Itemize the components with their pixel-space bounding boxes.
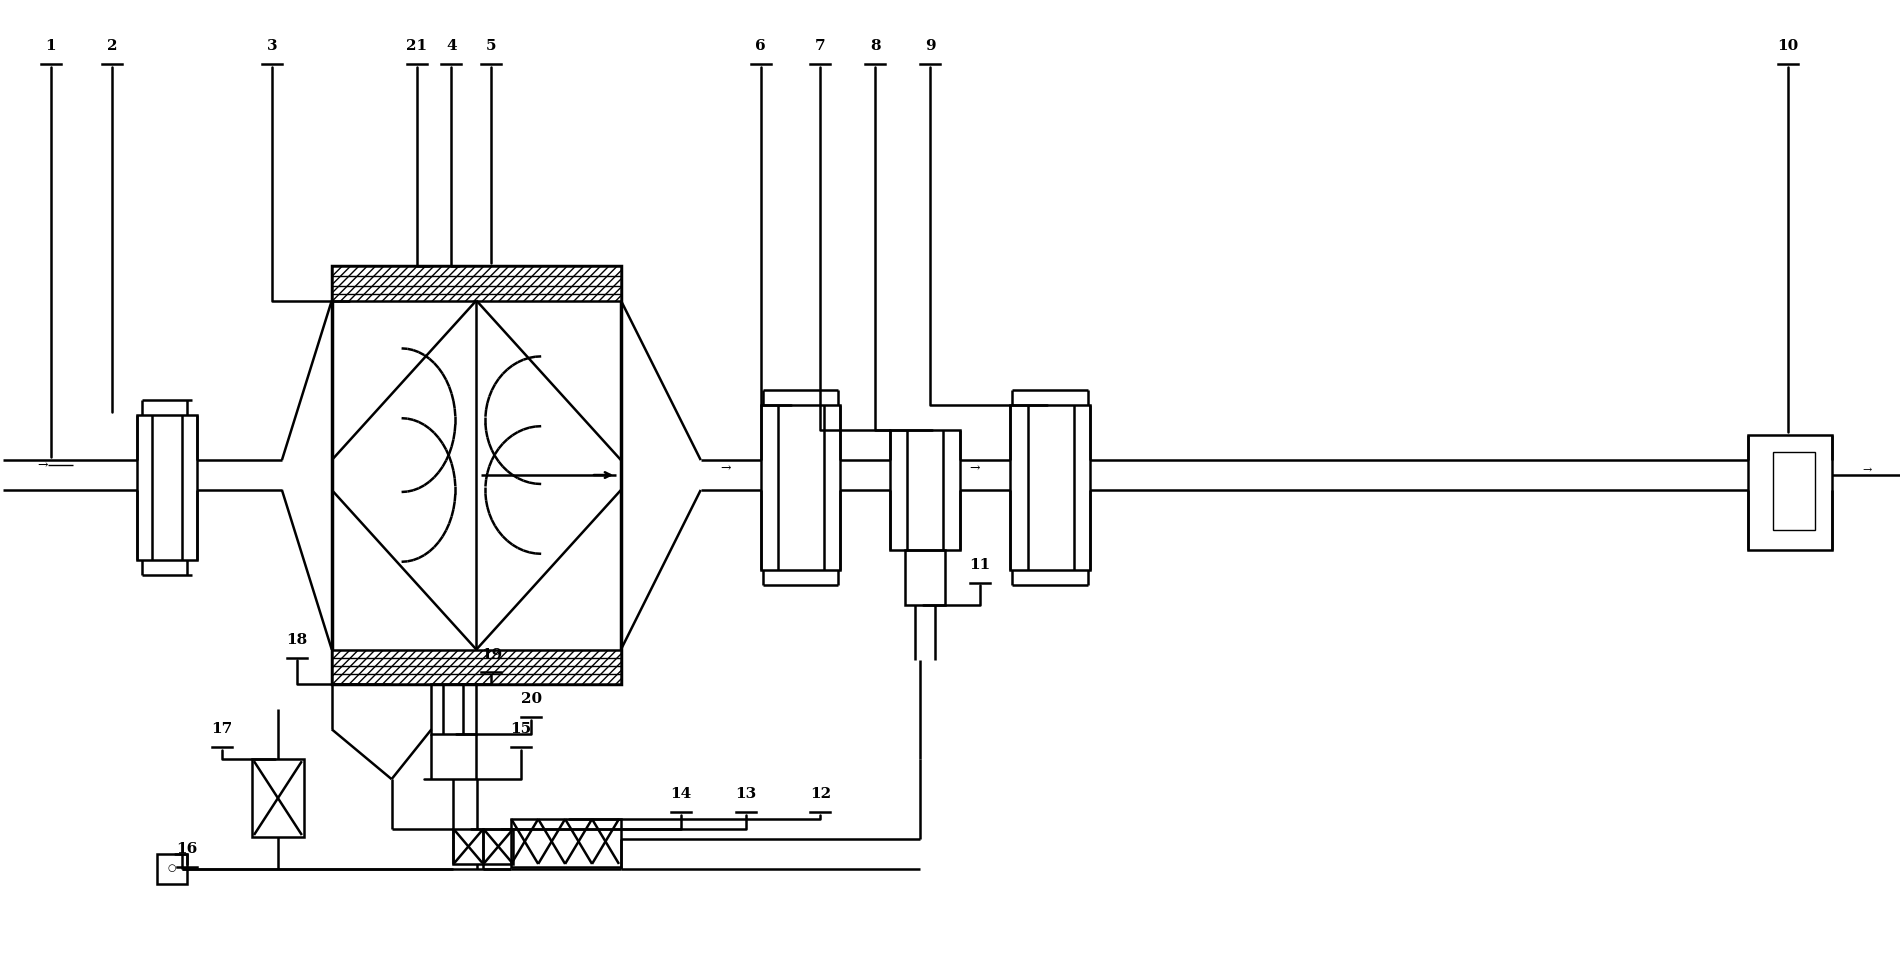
Text: →: → <box>38 459 48 471</box>
Text: 11: 11 <box>969 558 991 572</box>
Text: 9: 9 <box>925 39 936 53</box>
Text: 17: 17 <box>211 722 232 737</box>
Bar <box>251 759 304 837</box>
Text: 4: 4 <box>445 39 457 53</box>
Text: ○: ○ <box>167 864 177 874</box>
Text: 5: 5 <box>485 39 497 53</box>
Text: 20: 20 <box>521 692 542 707</box>
Text: 10: 10 <box>1777 39 1798 53</box>
Bar <box>891 431 959 550</box>
Bar <box>331 265 620 684</box>
Text: 7: 7 <box>814 39 826 53</box>
Text: 15: 15 <box>510 722 531 737</box>
Bar <box>331 649 620 684</box>
Bar <box>1774 452 1815 530</box>
Text: 18: 18 <box>285 633 308 646</box>
Bar <box>453 829 483 864</box>
Text: 13: 13 <box>735 787 755 801</box>
Text: 3: 3 <box>266 39 278 53</box>
Bar <box>512 819 620 867</box>
Text: 16: 16 <box>177 842 198 856</box>
Text: 6: 6 <box>755 39 765 53</box>
Bar <box>1010 405 1090 570</box>
Text: 1: 1 <box>46 39 55 53</box>
Text: 19: 19 <box>481 647 502 662</box>
Text: 14: 14 <box>670 787 691 801</box>
Bar <box>137 415 198 560</box>
Text: 21: 21 <box>405 39 426 53</box>
Bar <box>158 854 186 884</box>
Bar <box>1747 435 1833 550</box>
Text: →: → <box>1863 465 1873 475</box>
Text: 2: 2 <box>107 39 118 53</box>
Bar <box>906 550 946 605</box>
Bar <box>432 684 476 734</box>
Bar <box>761 405 841 570</box>
Bar <box>331 265 620 300</box>
Bar <box>483 829 514 864</box>
Text: 8: 8 <box>870 39 881 53</box>
Text: →: → <box>971 462 980 474</box>
Text: →: → <box>721 462 731 474</box>
Text: 12: 12 <box>811 787 832 801</box>
